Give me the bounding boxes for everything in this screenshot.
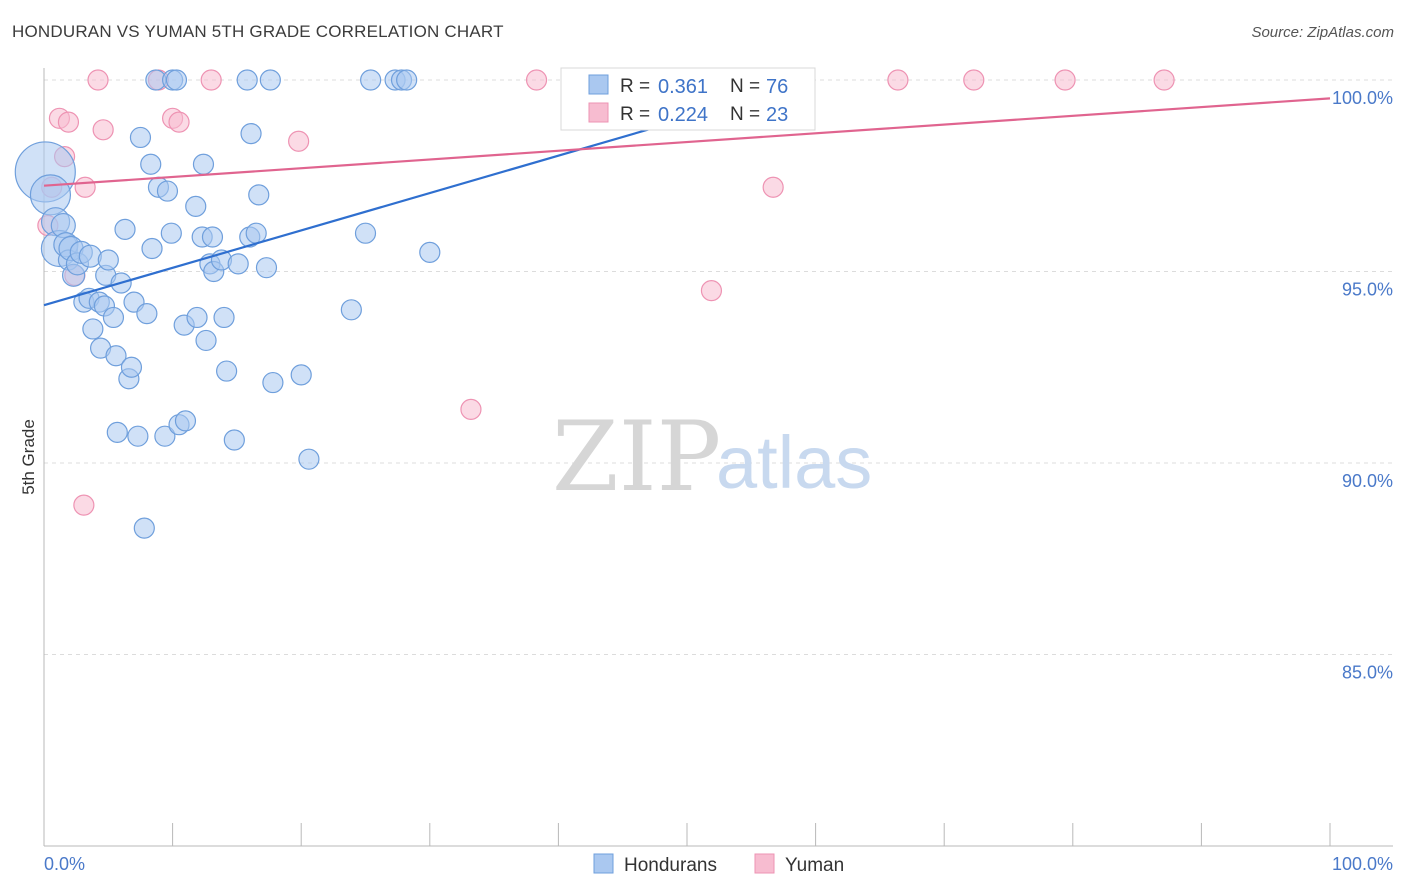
honduran-point	[78, 244, 102, 268]
legend-r-label-1: R =	[620, 76, 650, 97]
legend-n-value-2: 23	[766, 104, 788, 126]
y-axis-label: 5th Grade	[19, 419, 38, 495]
honduran-point	[120, 356, 143, 378]
trend-lines	[43, 97, 1331, 307]
honduran-point	[259, 69, 281, 91]
yuman-point	[74, 176, 96, 198]
yuman-point	[460, 398, 482, 420]
honduran-point	[396, 69, 418, 91]
honduran-point	[340, 299, 362, 321]
honduran-point	[290, 364, 312, 386]
honduran-point	[223, 429, 245, 451]
honduran-point	[195, 329, 217, 352]
watermark-zip: ZIP	[552, 401, 721, 513]
honduran-point	[174, 410, 197, 432]
honduran-point	[105, 345, 127, 367]
legend-n-value-1: 76	[766, 76, 788, 98]
honduran-point	[156, 180, 179, 202]
honduran-point	[82, 318, 104, 340]
source-note: Source: ZipAtlas.com	[1251, 24, 1394, 41]
honduran-point	[227, 253, 249, 275]
x-tick-label-max: 100.0%	[1332, 854, 1393, 874]
y-tick-label: 85.0%	[1342, 663, 1393, 683]
honduran-point	[216, 360, 238, 382]
yuman-point	[87, 69, 109, 91]
honduran-point	[201, 226, 224, 248]
honduran-point	[298, 448, 320, 470]
honduran-point	[360, 69, 382, 91]
honduran-point	[419, 241, 441, 263]
honduran-point	[140, 153, 162, 175]
honduran-point	[245, 222, 267, 244]
yuman-point	[762, 176, 784, 198]
honduran-point	[129, 126, 152, 149]
honduran-point	[102, 306, 125, 329]
honduran-point	[141, 237, 163, 260]
legend-swatch-yuman	[588, 102, 609, 123]
x-tick-label-min: 0.0%	[44, 854, 85, 874]
honduran-point	[127, 425, 149, 447]
honduran-point	[136, 303, 158, 325]
honduran-point	[133, 517, 155, 539]
legend-n-label-1: N =	[730, 76, 760, 97]
hondurans-points	[14, 69, 724, 539]
bottom-legend-label-yuman: Yuman	[785, 855, 844, 876]
legend-r-label-2: R =	[620, 104, 650, 125]
y-tick-label: 90.0%	[1342, 471, 1393, 491]
honduran-point	[114, 218, 136, 240]
yuman-point	[700, 280, 723, 302]
watermark-atlas: atlas	[716, 421, 872, 504]
yuman-point	[887, 69, 909, 91]
honduran-point	[165, 69, 188, 91]
legend-r-value-2: 0.224	[658, 104, 708, 126]
honduran-point	[213, 306, 235, 329]
yuman-point	[168, 111, 190, 133]
honduran-point	[154, 425, 176, 447]
x-axis-ticks	[172, 823, 1331, 846]
honduran-point	[192, 153, 215, 175]
honduran-point	[106, 421, 128, 443]
yuman-point	[73, 494, 95, 516]
yuman-point	[200, 69, 222, 91]
yuman-point	[1054, 69, 1076, 91]
watermark: ZIP atlas	[552, 401, 872, 513]
bottom-legend-swatch-yuman	[754, 853, 775, 874]
honduran-point	[185, 195, 207, 217]
yuman-point	[525, 69, 548, 91]
yuman-point	[963, 69, 985, 91]
bottom-legend-swatch-hondurans	[593, 853, 614, 874]
chart-title: HONDURAN VS YUMAN 5TH GRADE CORRELATION …	[12, 22, 504, 41]
honduran-point	[186, 306, 208, 329]
bottom-legend: Hondurans Yuman	[593, 853, 844, 876]
y-tick-label: 100.0%	[1332, 88, 1393, 108]
honduran-point	[160, 222, 182, 244]
legend: R = 0.361 N = 76 R = 0.224 N = 23	[560, 67, 816, 131]
honduran-point	[236, 69, 258, 91]
honduran-point	[354, 222, 377, 244]
legend-swatch-hondurans	[588, 74, 609, 95]
yuman-trend-line	[43, 97, 1331, 187]
yuman-point	[288, 130, 310, 152]
yuman-point	[57, 111, 80, 133]
grid-lines	[44, 79, 1393, 655]
legend-n-label-2: N =	[730, 104, 760, 125]
honduran-point	[97, 249, 119, 271]
honduran-point	[248, 184, 270, 206]
legend-r-value-1: 0.361	[658, 76, 708, 98]
honduran-point	[240, 123, 262, 145]
bottom-legend-label-hondurans: Hondurans	[624, 855, 717, 876]
y-tick-label: 95.0%	[1342, 280, 1393, 300]
y-tick-labels: 100.0% 95.0% 90.0% 85.0%	[1332, 88, 1393, 683]
honduran-point	[255, 257, 278, 279]
honduran-point	[262, 371, 284, 394]
yuman-point	[92, 119, 114, 141]
yuman-point	[1153, 69, 1175, 91]
